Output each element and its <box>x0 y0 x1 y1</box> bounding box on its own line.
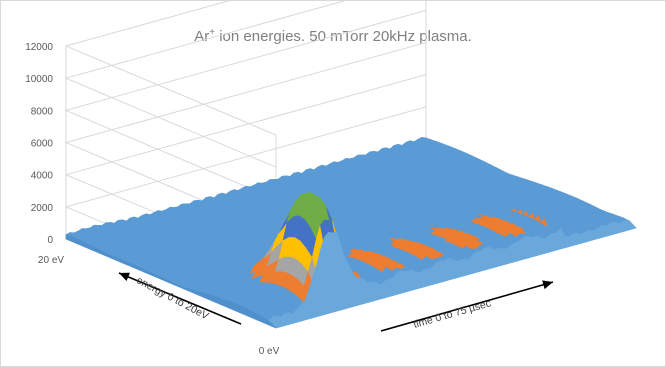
time-axis-arrow-shaft <box>380 281 554 332</box>
energy-axis-arrow-head <box>119 272 130 282</box>
axis-arrows <box>118 272 554 332</box>
z-tick-label: 8000 <box>31 106 54 117</box>
z-tick-label: 4000 <box>31 171 54 182</box>
energy-tick-low: 0 eV <box>259 346 280 357</box>
z-tick-label: 0 <box>47 235 53 246</box>
z-tick-label: 10000 <box>25 74 53 85</box>
chart-title: Ar+ ion energies. 50 mTorr 20kHz plasma. <box>194 27 472 45</box>
energy-axis-arrow-shaft <box>118 272 242 325</box>
gridline <box>64 1 277 136</box>
time-axis-arrow <box>380 280 554 332</box>
z-axis-tick-labels: 0 2000 4000 6000 8000 10000 12000 <box>25 42 53 246</box>
energy-tick-high: 20 eV <box>38 255 64 266</box>
z-tick-label: 12000 <box>25 42 53 53</box>
surface-front-face <box>268 219 637 329</box>
energy-axis-arrow <box>118 272 242 325</box>
surface-plot <box>65 136 637 329</box>
z-tick-label: 2000 <box>31 203 54 214</box>
surface-left-face <box>65 234 277 329</box>
gridline <box>64 1 346 168</box>
time-axis-label: time 0 to 75 µsec <box>412 297 492 331</box>
z-tick-label: 6000 <box>31 139 54 150</box>
time-axis-arrow-head <box>542 280 553 290</box>
